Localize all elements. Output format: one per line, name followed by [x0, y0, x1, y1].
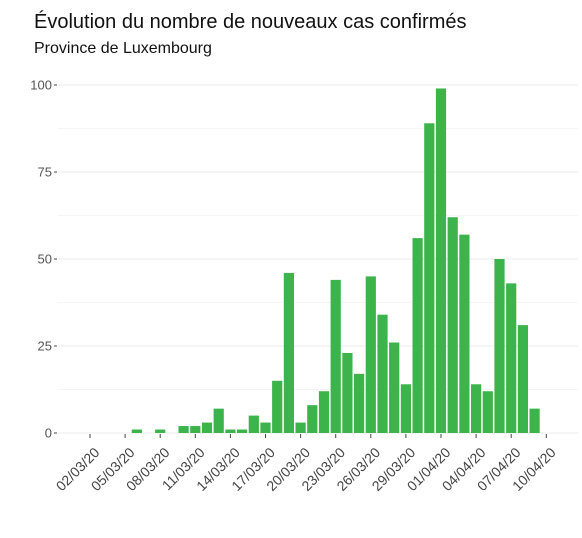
bar-25/03/20	[354, 373, 365, 433]
bar-16/03/20	[248, 415, 259, 433]
bar-06/04/20	[494, 259, 505, 433]
bar-08/04/20	[517, 325, 528, 433]
y-tick-label: 0	[45, 426, 52, 441]
bar-23/03/20	[330, 279, 341, 433]
bar-18/03/20	[272, 380, 283, 433]
bar-15/03/20	[237, 429, 248, 433]
y-tick-label: 100	[30, 78, 52, 93]
bar-06/03/20	[131, 429, 142, 433]
bar-21/03/20	[307, 405, 318, 433]
bar-17/03/20	[260, 422, 271, 433]
bar-11/03/20	[190, 426, 201, 433]
bar-14/03/20	[225, 429, 236, 433]
bar-series	[131, 88, 540, 433]
bar-20/03/20	[295, 422, 306, 433]
bar-27/03/20	[377, 314, 388, 433]
bar-03/04/20	[459, 234, 470, 433]
bar-10/03/20	[178, 426, 189, 433]
bar-29/03/20	[400, 384, 411, 433]
bar-28/03/20	[389, 342, 400, 433]
bar-19/03/20	[283, 272, 294, 433]
bar-04/04/20	[471, 384, 482, 433]
bar-09/04/20	[529, 408, 540, 433]
bar-02/04/20	[447, 217, 458, 433]
y-tick-label: 50	[38, 252, 52, 267]
bar-13/03/20	[213, 408, 224, 433]
bar-24/03/20	[342, 352, 353, 433]
bar-01/04/20	[435, 88, 447, 433]
y-axis: 0 25 50 75 100	[30, 78, 57, 441]
bar-22/03/20	[318, 391, 330, 433]
bar-12/03/20	[201, 422, 213, 433]
y-tick-label: 75	[38, 165, 52, 180]
chart-subtitle: Province de Luxembourg	[34, 40, 212, 57]
bar-30/03/20	[412, 238, 423, 433]
y-tick-label: 25	[38, 339, 52, 354]
x-axis: 02/03/2005/03/2008/03/2011/03/2014/03/20…	[53, 434, 559, 494]
bar-08/03/20	[155, 429, 166, 433]
bar-05/04/20	[482, 391, 493, 433]
chart-title: Évolution du nombre de nouveaux cas conf…	[34, 11, 467, 33]
bar-07/04/20	[506, 283, 517, 433]
bar-31/03/20	[424, 123, 435, 433]
bar-26/03/20	[365, 276, 376, 433]
